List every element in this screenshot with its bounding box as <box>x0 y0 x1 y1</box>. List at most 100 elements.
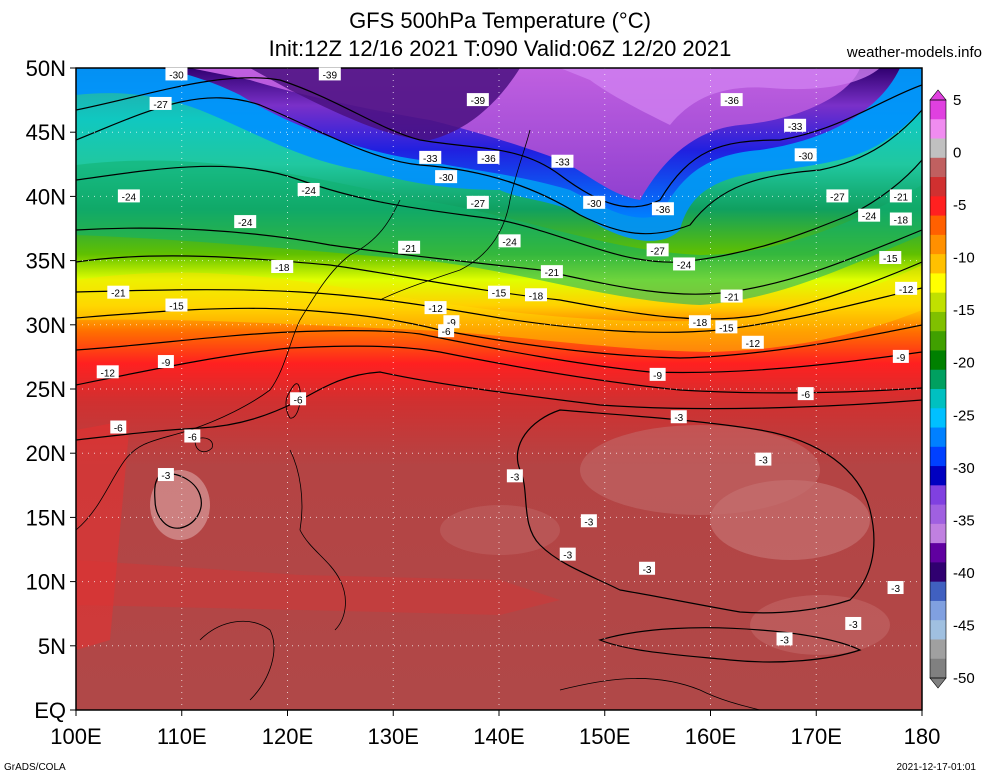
lat-tick-label: 30N <box>26 313 66 338</box>
contour-label: -21 <box>889 189 912 203</box>
contour-label: -12 <box>96 365 119 379</box>
contour-label-box <box>879 251 902 265</box>
lon-tick-label: 150E <box>579 724 630 749</box>
contour-label-text: -3 <box>584 517 593 528</box>
contour-label-text: -15 <box>169 302 184 313</box>
contour-label-box <box>646 243 669 257</box>
contour-label-box <box>741 335 764 349</box>
contour-label: -24 <box>234 215 257 229</box>
contour-label-box <box>424 301 447 315</box>
contour-line <box>598 627 862 663</box>
colorbar-label: -10 <box>953 250 975 267</box>
lon-tick-label: 160E <box>685 724 736 749</box>
lat-tick-label: 40N <box>26 184 66 209</box>
contour-label-box <box>165 298 188 312</box>
contour-label: -15 <box>165 298 188 313</box>
contour-line <box>154 473 202 529</box>
contour-label-box <box>797 387 814 401</box>
footer-timestamp: 2021-12-17-01:01 <box>896 762 976 773</box>
contour-label: -3 <box>559 547 576 562</box>
contour-label-box <box>466 93 489 107</box>
contour-labels: -30 -39-39 -36-27-33-33 -36 -33-30-30-24-24-… <box>96 67 918 646</box>
contour-label-text: -12 <box>100 368 115 379</box>
contour-label: -33 <box>551 154 574 169</box>
colorbar-segment <box>930 620 946 640</box>
colorbar-segment <box>930 658 946 679</box>
contour-label: -6 <box>438 324 455 338</box>
contour-label-box <box>715 320 738 334</box>
contour-label-text: -3 <box>780 635 789 646</box>
contour-label-box <box>889 189 912 203</box>
contour-label-text: -3 <box>849 620 858 631</box>
contour-label-text: -24 <box>301 186 316 197</box>
colorbar-label: -30 <box>953 460 975 477</box>
colorbar-segment <box>930 119 946 140</box>
contour-label-box <box>670 410 687 424</box>
contour-label-box <box>96 365 119 379</box>
contour-label-text: -36 <box>656 205 671 216</box>
colorbar-label: -45 <box>953 617 975 634</box>
contour-label-box <box>271 260 294 274</box>
contour-line <box>76 307 922 359</box>
colorbar-label: -5 <box>953 197 966 214</box>
contour-label-box <box>149 96 172 110</box>
contour-label: -3 <box>506 469 523 483</box>
contour-label-box <box>318 67 341 81</box>
colorbar-top-arrow <box>929 89 947 101</box>
colorbar-segment <box>930 177 946 197</box>
contour-label: -6 <box>797 387 814 401</box>
colorbar-segment <box>930 408 946 429</box>
contour-label-text: -6 <box>442 327 451 338</box>
contour-label-box <box>438 324 455 338</box>
contour-label: -15 <box>715 320 738 334</box>
colorbar-segment <box>930 639 946 660</box>
contour-label-text: -39 <box>323 70 338 81</box>
colorbar-segment <box>930 369 946 390</box>
contour-label: -3 <box>845 616 862 631</box>
contour-label-box <box>639 561 656 575</box>
contour-label-box <box>110 420 127 434</box>
colorbar-segment <box>930 562 946 583</box>
contour-label-text: -3 <box>891 584 900 595</box>
contour-label: -27 <box>826 189 849 203</box>
contour-label-box <box>466 195 489 209</box>
colorbar-segment <box>930 273 946 294</box>
lat-tick-label: 25N <box>26 377 66 402</box>
contour-label: -36 <box>477 150 500 165</box>
contour-label-box <box>826 189 849 203</box>
lat-tick-label: 50N <box>26 56 66 81</box>
contour-label-text: -21 <box>545 268 560 279</box>
contour-label-text: -21 <box>894 192 909 203</box>
contour-line <box>76 77 922 208</box>
isotherm-lines <box>76 77 922 663</box>
contour-label: -9 <box>649 367 666 382</box>
colorbar-segment <box>930 100 946 120</box>
contour-label-text: -6 <box>294 395 303 406</box>
contour-label-text: -21 <box>724 293 739 304</box>
colorbar: 5 0 -5 -10 -15 -20 -25 -30 -35 -40 -45 -50 <box>929 89 975 689</box>
contour-label: -30 <box>435 170 458 184</box>
contour-label-box <box>895 281 918 295</box>
contour-label: -27 <box>466 195 489 210</box>
colorbar-label: -20 <box>953 355 975 372</box>
contour-label-box <box>488 285 510 299</box>
coastlines <box>76 129 761 710</box>
contour-label-box <box>297 182 320 196</box>
colorbar-segment <box>930 427 946 448</box>
map-subtitle: Init:12Z 12/16 2021 T:090 Valid:06Z 12/2… <box>268 36 732 61</box>
colorbar-segment <box>930 581 946 602</box>
contour-label-text: -6 <box>114 424 123 435</box>
contour-label-text: -3 <box>510 472 519 483</box>
colorbar-segment <box>930 234 946 255</box>
lat-tick-label: 45N <box>26 120 66 145</box>
lon-tick-label: 180 <box>904 724 941 749</box>
contour-label-text: -3 <box>674 413 683 424</box>
contour-label-box <box>435 170 458 184</box>
colorbar-segment <box>930 138 946 159</box>
contour-label-box <box>794 148 817 162</box>
contour-label-box <box>290 392 307 406</box>
contour-label-text: -24 <box>238 218 253 229</box>
contour-label-text: -36 <box>724 96 739 107</box>
coastline-borneo <box>199 620 275 701</box>
contour-label-box <box>184 429 201 443</box>
